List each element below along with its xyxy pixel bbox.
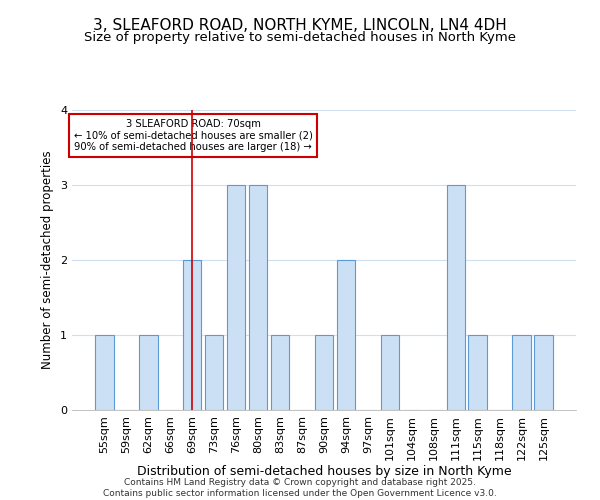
Bar — [469, 335, 487, 410]
Bar — [95, 335, 113, 410]
Bar — [512, 335, 531, 410]
Bar — [446, 185, 465, 410]
Bar — [271, 335, 289, 410]
Bar — [183, 260, 202, 410]
X-axis label: Distribution of semi-detached houses by size in North Kyme: Distribution of semi-detached houses by … — [137, 466, 511, 478]
Bar — [205, 335, 223, 410]
Text: 3, SLEAFORD ROAD, NORTH KYME, LINCOLN, LN4 4DH: 3, SLEAFORD ROAD, NORTH KYME, LINCOLN, L… — [93, 18, 507, 32]
Bar — [227, 185, 245, 410]
Y-axis label: Number of semi-detached properties: Number of semi-detached properties — [41, 150, 55, 370]
Bar — [380, 335, 399, 410]
Bar — [535, 335, 553, 410]
Text: Contains HM Land Registry data © Crown copyright and database right 2025.
Contai: Contains HM Land Registry data © Crown c… — [103, 478, 497, 498]
Text: Size of property relative to semi-detached houses in North Kyme: Size of property relative to semi-detach… — [84, 31, 516, 44]
Text: 3 SLEAFORD ROAD: 70sqm
← 10% of semi-detached houses are smaller (2)
90% of semi: 3 SLEAFORD ROAD: 70sqm ← 10% of semi-det… — [74, 119, 313, 152]
Bar — [139, 335, 158, 410]
Bar — [249, 185, 268, 410]
Bar — [314, 335, 334, 410]
Bar — [337, 260, 355, 410]
